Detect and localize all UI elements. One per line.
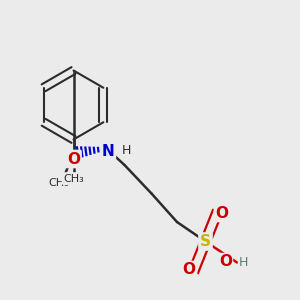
Text: O: O: [215, 206, 229, 220]
Text: H: H: [121, 143, 131, 157]
Text: H: H: [238, 256, 248, 269]
Text: O: O: [182, 262, 196, 278]
Text: O: O: [220, 254, 232, 268]
Text: CH₃: CH₃: [63, 173, 84, 184]
Text: CH₃: CH₃: [48, 178, 69, 188]
Text: S: S: [200, 234, 211, 249]
Text: N: N: [102, 144, 114, 159]
Text: O: O: [67, 152, 80, 166]
